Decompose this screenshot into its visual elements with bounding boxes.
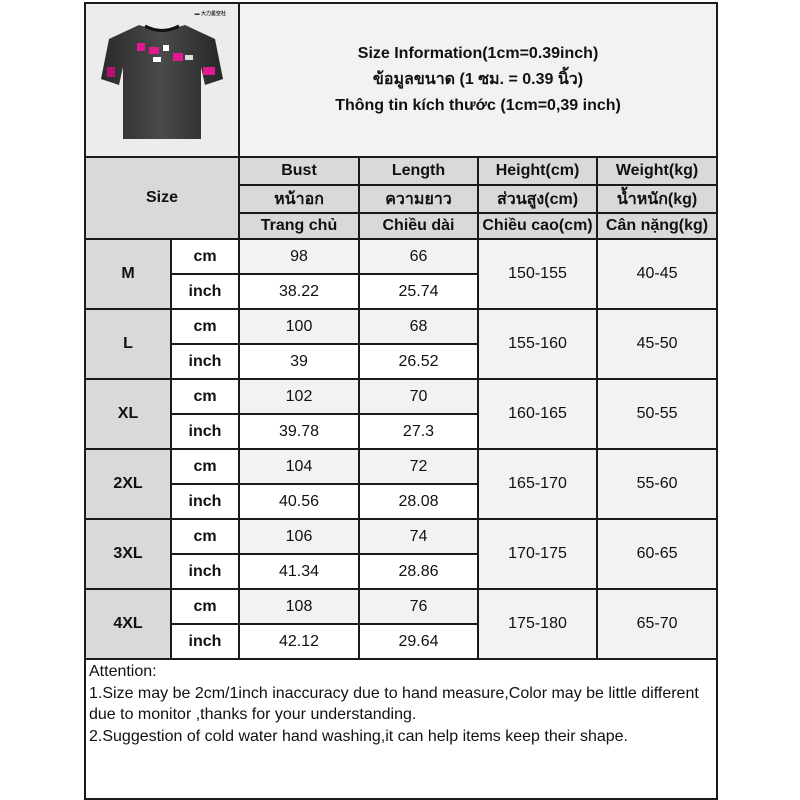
weight-range: 60-65 — [595, 518, 719, 590]
col-header-length-en: Length — [358, 156, 479, 186]
col-header-bust-th: หน้าอก — [238, 184, 360, 214]
brand-logo: ▬ 大力星空社 — [194, 11, 226, 17]
weight-range: 45-50 — [595, 308, 719, 380]
bust-cm: 102 — [238, 378, 360, 415]
title-en: Size Information(1cm=0.39inch) — [357, 45, 599, 62]
unit-inch: inch — [170, 343, 240, 380]
bust-inch: 41.34 — [238, 553, 360, 590]
col-header-height-th: ส่วนสูง(cm) — [477, 184, 598, 214]
size-row-cm: 3XL cm 106 74 170-175 60-65 — [84, 518, 719, 590]
length-inch: 25.74 — [358, 273, 479, 310]
length-cm: 72 — [358, 448, 479, 485]
length-inch: 28.08 — [358, 483, 479, 520]
size-header: Size — [84, 156, 240, 240]
length-inch: 26.52 — [358, 343, 479, 380]
length-inch: 29.64 — [358, 623, 479, 660]
size-row-cm: 4XL cm 108 76 175-180 65-70 — [84, 588, 719, 660]
size-label: 4XL — [84, 588, 172, 660]
length-inch: 27.3 — [358, 413, 479, 450]
length-cm: 74 — [358, 518, 479, 555]
height-range: 155-160 — [477, 308, 598, 380]
size-chart-table: ▬ 大力星空社 Size Information(1cm=0.39inch) ข… — [83, 2, 719, 800]
unit-cm: cm — [170, 448, 240, 485]
black-tshirt-image — [101, 24, 223, 139]
col-header-height-en: Height(cm) — [477, 156, 598, 186]
height-range: 175-180 — [477, 588, 598, 660]
bust-inch: 39.78 — [238, 413, 360, 450]
attention-note-2: 2.Suggestion of cold water hand washing,… — [89, 727, 628, 745]
length-cm: 76 — [358, 588, 479, 625]
unit-cm: cm — [170, 588, 240, 625]
size-row-inch: inch 39 26.52 — [85, 343, 717, 380]
bust-cm: 104 — [238, 448, 360, 485]
bust-cm: 106 — [238, 518, 360, 555]
attention-note-1: 1.Size may be 2cm/1inch inaccuracy due t… — [89, 684, 699, 724]
size-row-inch: inch 42.12 29.64 — [85, 623, 717, 660]
size-row-inch: inch 41.34 28.86 — [85, 553, 717, 590]
size-label: L — [84, 308, 172, 380]
product-image-cell: ▬ 大力星空社 — [84, 2, 240, 158]
bust-inch: 42.12 — [238, 623, 360, 660]
unit-cm: cm — [170, 308, 240, 345]
size-row-inch: inch 40.56 28.08 — [85, 483, 717, 520]
unit-inch: inch — [170, 483, 240, 520]
height-range: 170-175 — [477, 518, 598, 590]
attention-notes: Attention: 1.Size may be 2cm/1inch inacc… — [83, 658, 719, 800]
unit-cm: cm — [170, 378, 240, 415]
unit-inch: inch — [170, 273, 240, 310]
height-range: 150-155 — [477, 238, 598, 310]
title-th: ข้อมูลขนาด (1 ซม. = 0.39 นิ้ว) — [372, 71, 584, 88]
col-header-height-vi: Chiều cao(cm) — [477, 212, 598, 240]
size-row-cm: M cm 98 66 150-155 40-45 — [84, 238, 719, 310]
bust-inch: 40.56 — [238, 483, 360, 520]
col-header-length-vi: Chiều dài — [358, 212, 479, 240]
size-label: XL — [84, 378, 172, 450]
col-header-length-th: ความยาว — [358, 184, 479, 214]
col-header-weight-vi: Cân nặng(kg) — [595, 212, 719, 240]
unit-inch: inch — [170, 553, 240, 590]
size-row-inch: inch 39.78 27.3 — [85, 413, 717, 450]
weight-range: 55-60 — [595, 448, 719, 520]
unit-cm: cm — [170, 518, 240, 555]
weight-range: 40-45 — [595, 238, 719, 310]
size-info-title: Size Information(1cm=0.39inch) ข้อมูลขนา… — [237, 2, 719, 158]
col-header-bust-en: Bust — [238, 156, 360, 186]
length-cm: 70 — [358, 378, 479, 415]
weight-range: 50-55 — [595, 378, 719, 450]
height-range: 160-165 — [477, 378, 598, 450]
bust-cm: 98 — [238, 238, 360, 275]
size-label: M — [84, 238, 172, 310]
size-label: 2XL — [84, 448, 172, 520]
size-row-cm: 2XL cm 104 72 165-170 55-60 — [84, 448, 719, 520]
length-inch: 28.86 — [358, 553, 479, 590]
title-vi: Thông tin kích thước (1cm=0,39 inch) — [335, 97, 621, 114]
col-header-weight-th: น้ำหนัก(kg) — [595, 184, 719, 214]
unit-inch: inch — [170, 413, 240, 450]
bust-cm: 108 — [238, 588, 360, 625]
bust-cm: 100 — [238, 308, 360, 345]
size-row-cm: L cm 100 68 155-160 45-50 — [84, 308, 719, 380]
bust-inch: 39 — [238, 343, 360, 380]
bust-inch: 38.22 — [238, 273, 360, 310]
length-cm: 68 — [358, 308, 479, 345]
weight-range: 65-70 — [595, 588, 719, 660]
size-label: 3XL — [84, 518, 172, 590]
col-header-weight-en: Weight(kg) — [595, 156, 719, 186]
unit-inch: inch — [170, 623, 240, 660]
unit-cm: cm — [170, 238, 240, 275]
attention-heading: Attention: — [89, 663, 157, 680]
length-cm: 66 — [358, 238, 479, 275]
height-range: 165-170 — [477, 448, 598, 520]
col-header-bust-vi: Trang chủ — [238, 212, 360, 240]
size-row-inch: inch 38.22 25.74 — [85, 273, 717, 310]
size-row-cm: XL cm 102 70 160-165 50-55 — [84, 378, 719, 450]
